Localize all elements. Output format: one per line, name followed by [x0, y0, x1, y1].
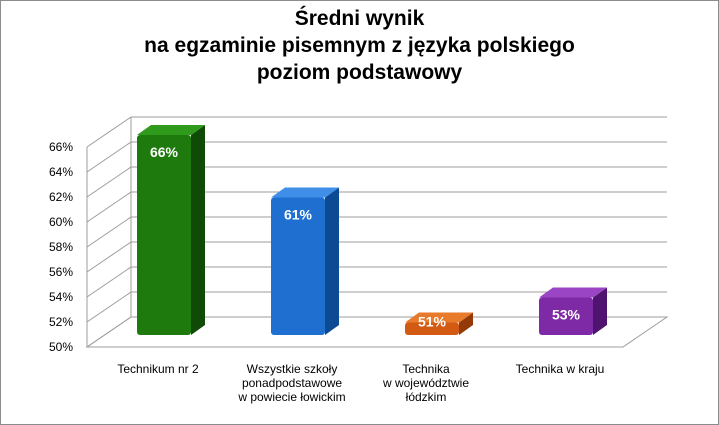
y-tick-label: 64% [49, 165, 73, 179]
chart-floor [85, 316, 669, 348]
side-wall-gridline [86, 291, 132, 323]
y-tick-label: 58% [49, 240, 73, 254]
side-wall-gridline [86, 191, 132, 223]
category-label: Technika w województwie łódzkim [351, 362, 501, 404]
bar-value-label: 66% [150, 144, 179, 160]
bar-value-label: 51% [418, 314, 447, 330]
chart-title-line-3: poziom podstawowy [256, 61, 463, 84]
y-tick-label: 66% [49, 140, 73, 154]
side-wall-gridline [86, 241, 132, 273]
side-wall-gridline [86, 166, 132, 198]
category-label: Technika w kraju [485, 362, 635, 376]
chart-title-line-1: Średni wynik [294, 7, 425, 30]
y-tick-label: 54% [49, 290, 73, 304]
bar-front [271, 197, 325, 335]
bar-side [459, 312, 473, 335]
bar-side [191, 125, 205, 335]
category-label: Wszystkie szkoły ponadpodstawowe w powieci… [217, 362, 367, 404]
side-wall-gridline [86, 266, 132, 298]
bar-value-label: 53% [552, 307, 581, 323]
bar-value-label: 61% [284, 207, 313, 223]
chart-title-line-2: na egzaminie pisemnym z języka polskiego [144, 34, 575, 57]
category-label-line: w województwie [382, 376, 470, 390]
bar-top [271, 187, 339, 198]
y-tick-label: 60% [49, 215, 73, 229]
side-wall-gridline [86, 116, 132, 148]
bar-front [539, 297, 593, 335]
side-wall-gridline [86, 141, 132, 173]
bar-front [137, 135, 191, 335]
category-label-line: ponadpodstawowe [241, 376, 343, 390]
bar-side [593, 287, 607, 335]
bar-front [405, 322, 459, 335]
chart-title: Średni wynik na egzaminie pisemnym z jęz… [1, 5, 718, 86]
y-tick-label: 56% [49, 265, 73, 279]
bar-top [405, 312, 473, 323]
category-label: Technikum nr 2 [83, 362, 233, 376]
y-tick-label: 62% [49, 190, 73, 204]
category-label-line: Technikum nr 2 [117, 362, 199, 376]
bar-top [137, 125, 205, 135]
y-tick-label: 50% [49, 340, 73, 354]
category-label-line: Wszystkie szkoły [246, 362, 338, 376]
bar-top [539, 287, 607, 298]
category-label-line: Technika [402, 362, 450, 376]
category-label-line: Technika w kraju [515, 362, 605, 376]
category-label-line: w powiecie łowickim [238, 390, 346, 404]
bar-side [325, 187, 339, 335]
category-label-line: łódzkim [405, 390, 447, 404]
side-wall-gridline [86, 216, 132, 248]
y-tick-label: 52% [49, 315, 73, 329]
